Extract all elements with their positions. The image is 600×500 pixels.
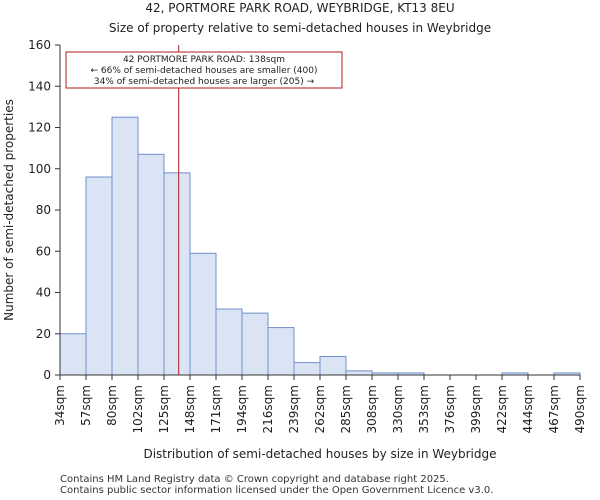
x-tick-label: 57sqm <box>79 385 93 426</box>
y-axis-label: Number of semi-detached properties <box>2 99 16 321</box>
y-tick-label: 20 <box>36 327 51 341</box>
chart-title: 42, PORTMORE PARK ROAD, WEYBRIDGE, KT13 … <box>145 1 454 15</box>
bars-group <box>59 116 581 376</box>
x-tick-label: 194sqm <box>235 385 249 433</box>
bar-125sqm <box>163 172 191 376</box>
annotation-line-3: 34% of semi-detached houses are larger (… <box>94 77 315 87</box>
y-tick-label: 100 <box>28 162 51 176</box>
x-tick-label: 308sqm <box>365 385 379 433</box>
x-tick-label: 399sqm <box>469 385 483 433</box>
x-tick-label: 467sqm <box>547 385 561 433</box>
bar-171sqm <box>215 308 243 376</box>
y-tick-label: 120 <box>28 121 51 135</box>
footer-line-1: Contains HM Land Registry data © Crown c… <box>60 474 449 485</box>
y-axis: 0 20 40 60 80 100 120 140 160 <box>28 38 61 382</box>
annotation-line-1: 42 PORTMORE PARK ROAD: 138sqm <box>123 55 285 65</box>
bar-239sqm <box>293 362 321 376</box>
x-tick-label: 444sqm <box>521 385 535 433</box>
annotation-line-2: ← 66% of semi-detached houses are smalle… <box>91 66 318 76</box>
x-tick-label: 148sqm <box>183 385 197 433</box>
footer-line-2: Contains public sector information licen… <box>60 485 494 496</box>
chart-subtitle: Size of property relative to semi-detach… <box>109 21 491 35</box>
x-tick-label: 376sqm <box>443 385 457 433</box>
x-tick-label: 330sqm <box>391 385 405 433</box>
y-tick-label: 40 <box>36 286 51 300</box>
x-tick-label: 80sqm <box>105 385 119 426</box>
bar-57sqm <box>85 176 113 376</box>
y-tick-label: 0 <box>43 368 51 382</box>
x-tick-label: 239sqm <box>287 385 301 433</box>
x-tick-label: 125sqm <box>157 385 171 433</box>
bar-34sqm <box>59 333 87 376</box>
x-tick-label: 422sqm <box>495 385 509 433</box>
x-tick-label: 353sqm <box>417 385 431 433</box>
x-tick-label: 490sqm <box>573 385 587 433</box>
footer: Contains HM Land Registry data © Crown c… <box>60 474 493 496</box>
bar-216sqm <box>267 327 295 376</box>
x-tick-label: 285sqm <box>339 385 353 433</box>
x-axis: 34sqm 57sqm 80sqm 102sqm 125sqm 148sqm 171sqm 1… <box>53 374 587 433</box>
bar-148sqm <box>189 252 217 376</box>
x-tick-label: 216sqm <box>261 385 275 433</box>
y-tick-label: 80 <box>36 203 51 217</box>
y-tick-label: 140 <box>28 79 51 93</box>
x-tick-label: 102sqm <box>131 385 145 433</box>
annotation-box: 42 PORTMORE PARK ROAD: 138sqm ← 66% of s… <box>65 51 343 89</box>
x-tick-label: 34sqm <box>53 385 67 426</box>
x-tick-label: 171sqm <box>209 385 223 433</box>
bar-194sqm <box>241 312 269 376</box>
y-tick-label: 160 <box>28 38 51 52</box>
x-tick-label: 262sqm <box>313 385 327 433</box>
x-axis-label: Distribution of semi-detached houses by … <box>143 447 496 461</box>
bar-80sqm <box>111 116 139 376</box>
bar-285sqm <box>345 370 373 376</box>
bar-262sqm <box>319 355 347 376</box>
bar-102sqm <box>137 153 165 376</box>
y-tick-label: 60 <box>36 244 51 258</box>
